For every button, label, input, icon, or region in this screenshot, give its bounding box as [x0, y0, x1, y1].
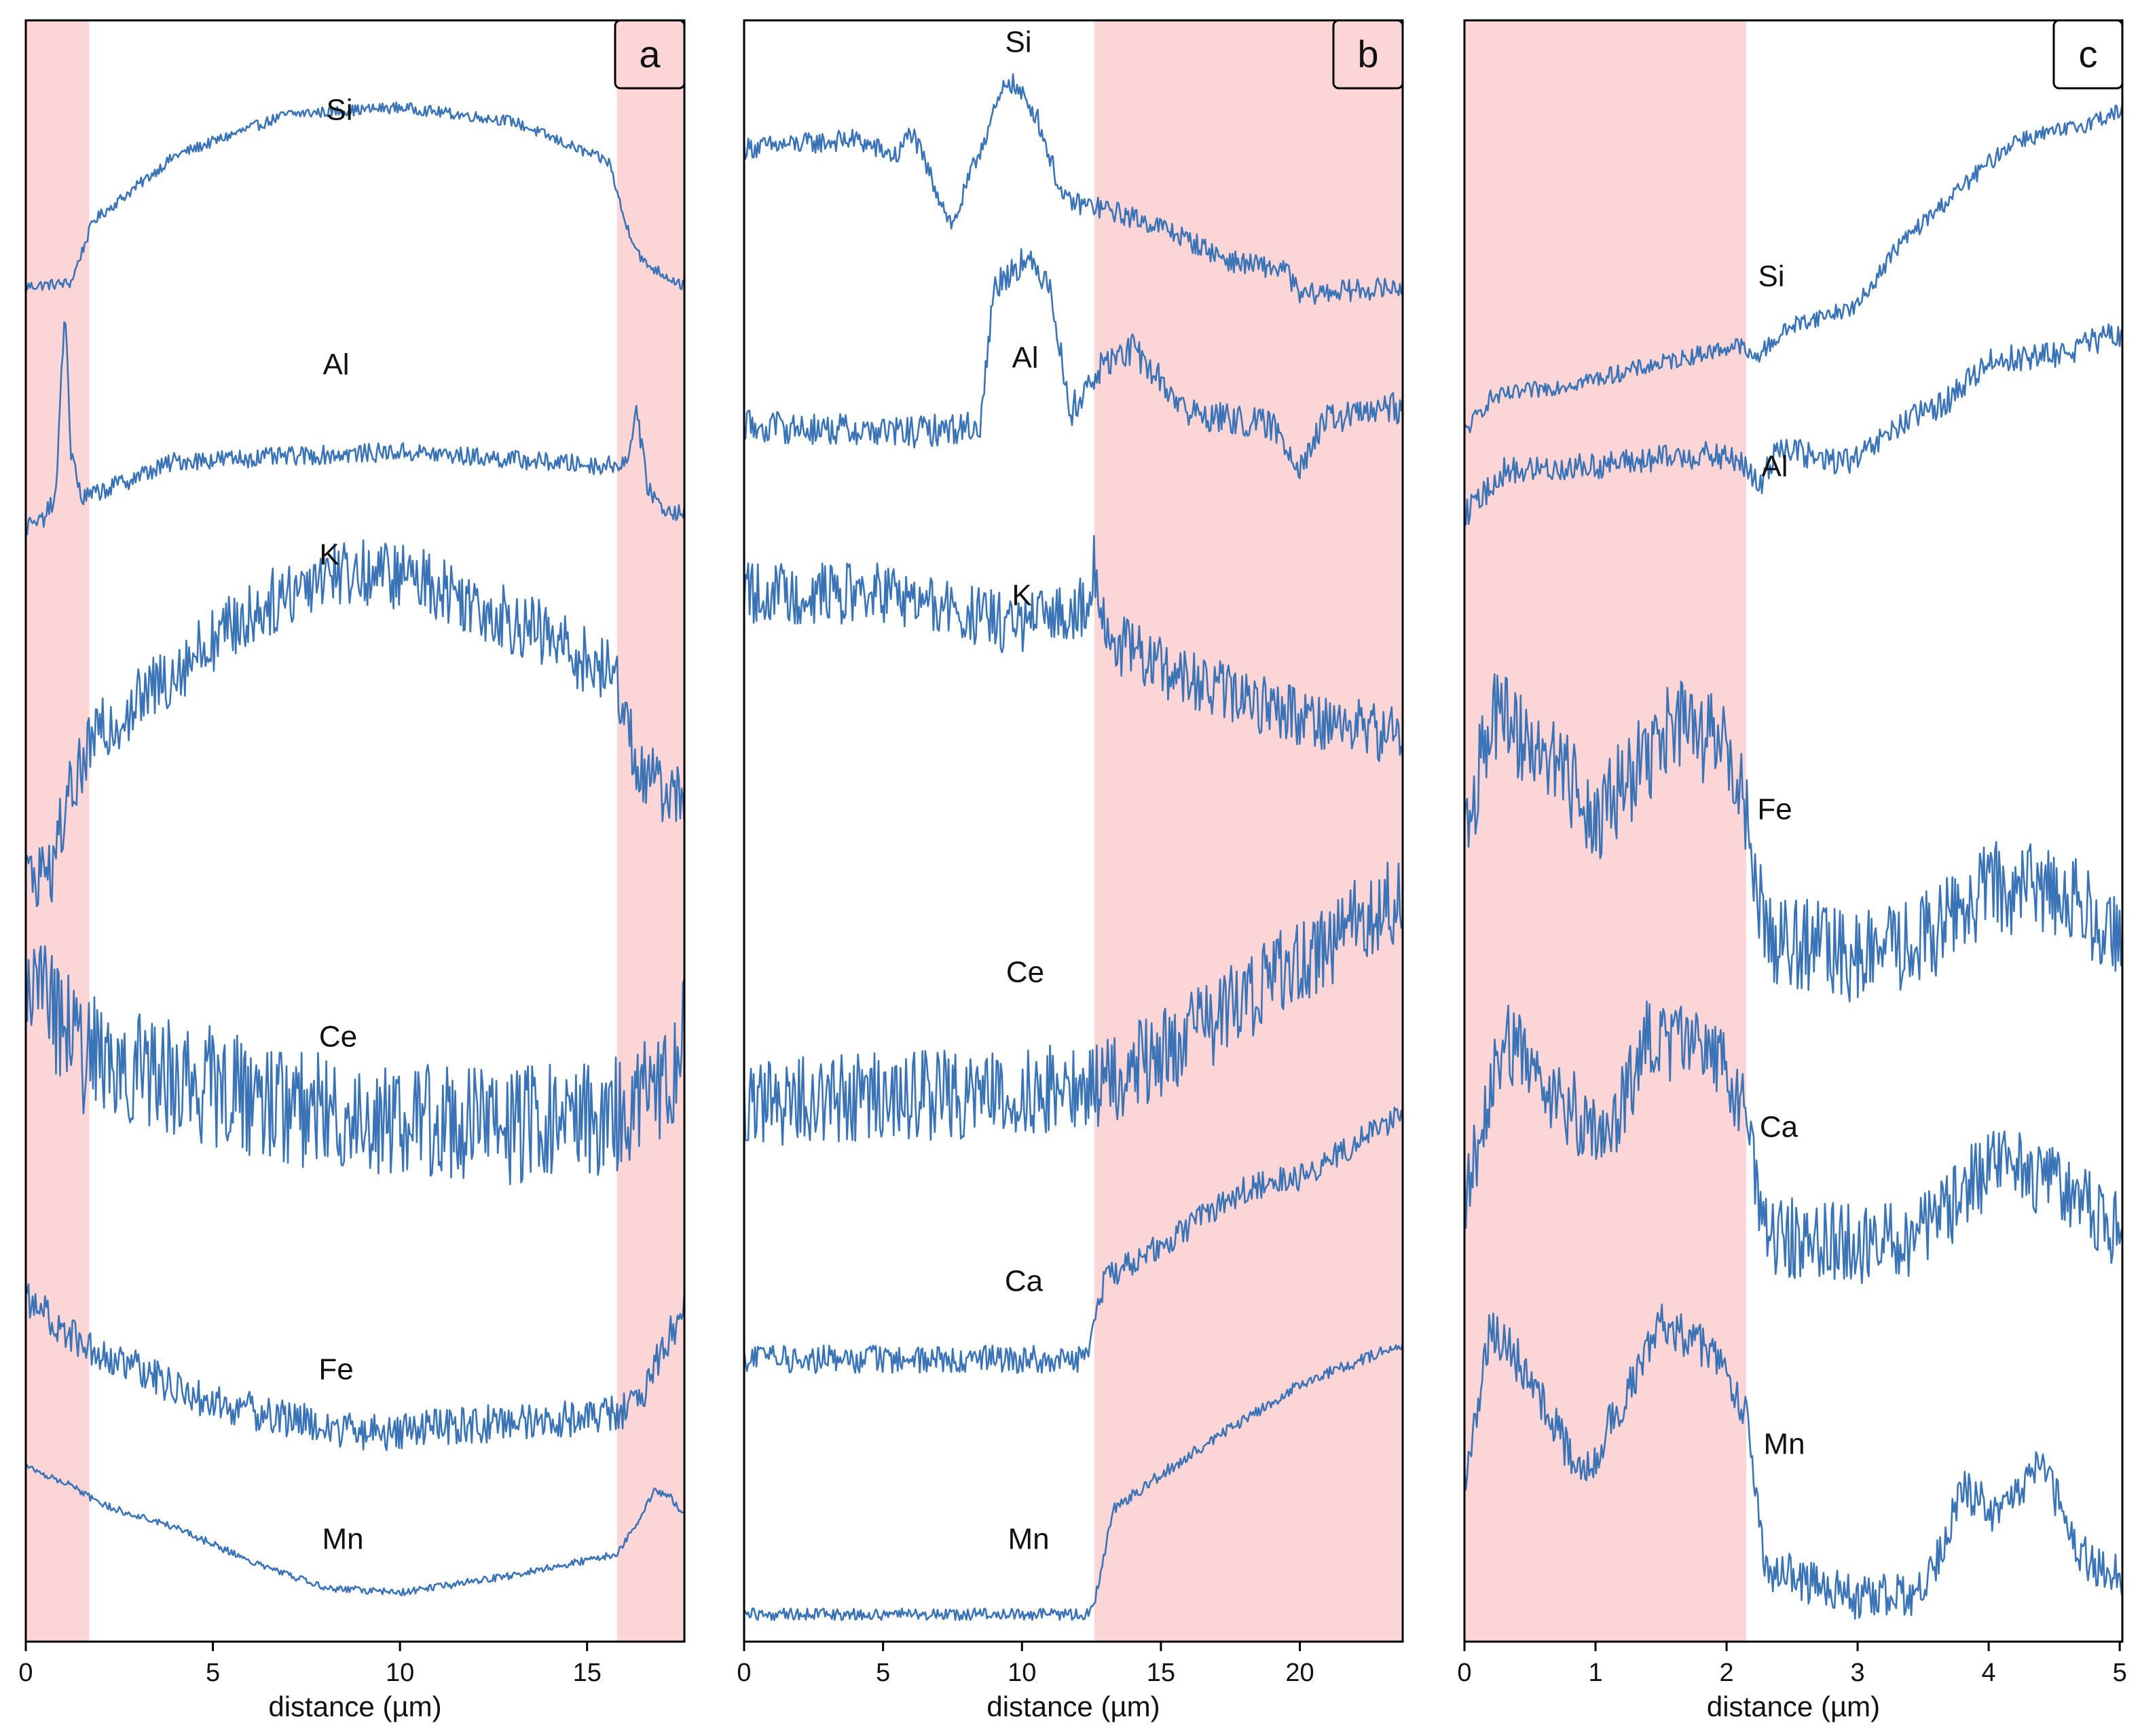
- plot-frame: [743, 19, 1404, 1643]
- x-tick-label: 2: [1719, 1659, 1733, 1687]
- series-label-mn: Mn: [1008, 1523, 1049, 1556]
- panel-a: Si Al K Ce Fe Mn 0 5 10 15 distance (µm) a: [18, 19, 686, 1722]
- x-axis-label: distance (µm): [268, 1691, 441, 1722]
- series-line-k: [743, 535, 1404, 762]
- series-label-ce: Ce: [1006, 956, 1044, 989]
- panel-b: Si Al K Ce Ca Mn 0 5 10 15 20 distance (µm) b: [737, 19, 1404, 1722]
- panel-label: c: [2079, 33, 2098, 75]
- series-label-k: K: [319, 538, 339, 572]
- x-tick-label: 15: [573, 1659, 602, 1687]
- series-line-fe: [1463, 673, 2124, 1003]
- x-tick-label: 20: [1285, 1659, 1314, 1687]
- x-tick-label: 0: [18, 1659, 33, 1687]
- series-label-si: Si: [1758, 260, 1784, 293]
- x-tick-label: 5: [206, 1659, 220, 1687]
- x-axis-label: distance (µm): [986, 1691, 1160, 1722]
- series-label-k: K: [1012, 579, 1031, 612]
- series-label-mn: Mn: [1763, 1428, 1805, 1461]
- series-line-ce: [743, 862, 1404, 1146]
- series-line-si: [24, 101, 686, 291]
- series-line-al: [25, 321, 686, 536]
- x-tick-label: 1: [1588, 1659, 1602, 1687]
- shaded-region: [1464, 20, 1747, 1642]
- series-label-al: Al: [322, 348, 349, 382]
- series-label-mn: Mn: [322, 1523, 363, 1556]
- series-label-fe: Fe: [318, 1353, 353, 1386]
- panel-label-box: [614, 19, 686, 90]
- series-line-mn: [25, 1464, 685, 1597]
- x-tick-label: 15: [1147, 1659, 1175, 1687]
- panel-c: Si Al Fe Ca Mn 0 1 2 3 4 5 distance (µm) c: [1457, 19, 2127, 1722]
- series-label-ce: Ce: [319, 1020, 357, 1054]
- series-line-ca: [1463, 1000, 2124, 1285]
- series-line-mn: [743, 1342, 1404, 1621]
- series-label-al: Al: [1012, 341, 1038, 375]
- x-tick-label: 10: [386, 1659, 414, 1687]
- x-tick-label: 0: [1457, 1659, 1471, 1687]
- series-label-ca: Ca: [1760, 1111, 1798, 1144]
- x-tick-label: 3: [1851, 1659, 1865, 1687]
- series-line-ce: [24, 945, 686, 1185]
- series-label-ca: Ca: [1005, 1265, 1044, 1298]
- series-line-si: [1463, 103, 2124, 434]
- series-line-mn: [1463, 1304, 2124, 1620]
- panel-label: a: [639, 33, 661, 75]
- panel-label: b: [1357, 33, 1378, 75]
- series-line-si: [743, 73, 1403, 306]
- x-tick-label: 5: [2113, 1659, 2127, 1687]
- series-label-si: Si: [1005, 26, 1031, 59]
- plot-frame: [1463, 19, 2124, 1643]
- series-label-al: Al: [1761, 450, 1788, 483]
- series-line-ca: [743, 1106, 1404, 1374]
- x-tick-label: 4: [1982, 1659, 1996, 1687]
- x-tick-label: 10: [1008, 1659, 1036, 1687]
- panel-label-box: [1332, 19, 1404, 90]
- x-tick-label: 5: [876, 1659, 890, 1687]
- series-line-k: [24, 539, 686, 908]
- shaded-region: [616, 20, 684, 1642]
- x-tick-label: 0: [737, 1659, 751, 1687]
- plot-frame: [24, 19, 686, 1643]
- panel-label-box: [2052, 19, 2124, 90]
- series-label-fe: Fe: [1757, 793, 1792, 826]
- series-line-al: [743, 248, 1404, 479]
- series-line-al: [1463, 323, 2124, 526]
- series-line-fe: [24, 1283, 686, 1452]
- series-label-si: Si: [326, 94, 352, 127]
- x-axis-label: distance (µm): [1707, 1691, 1880, 1722]
